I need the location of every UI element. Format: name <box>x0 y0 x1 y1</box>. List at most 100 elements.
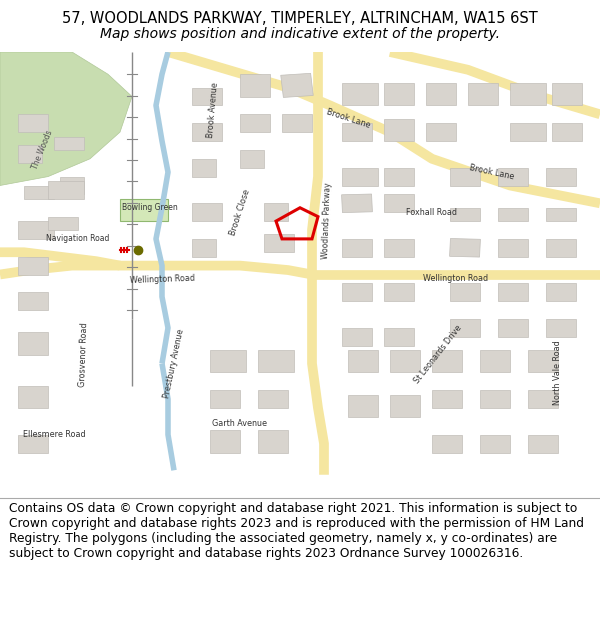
Polygon shape <box>342 168 378 186</box>
Polygon shape <box>552 83 582 106</box>
Polygon shape <box>24 186 54 199</box>
Polygon shape <box>240 74 270 96</box>
Text: Map shows position and indicative extent of the property.: Map shows position and indicative extent… <box>100 26 500 41</box>
Polygon shape <box>264 234 294 253</box>
Polygon shape <box>468 83 498 106</box>
Polygon shape <box>498 283 528 301</box>
Text: Grosvenor Road: Grosvenor Road <box>79 322 89 387</box>
Polygon shape <box>342 123 372 141</box>
Polygon shape <box>390 350 420 372</box>
Polygon shape <box>546 283 576 301</box>
Polygon shape <box>341 194 373 213</box>
Polygon shape <box>498 208 528 221</box>
Polygon shape <box>18 292 48 310</box>
Polygon shape <box>480 435 510 452</box>
Polygon shape <box>18 386 48 408</box>
Text: 57, WOODLANDS PARKWAY, TIMPERLEY, ALTRINCHAM, WA15 6ST: 57, WOODLANDS PARKWAY, TIMPERLEY, ALTRIN… <box>62 11 538 26</box>
Polygon shape <box>348 350 378 372</box>
Polygon shape <box>528 435 558 452</box>
Polygon shape <box>546 168 576 186</box>
Polygon shape <box>528 390 558 408</box>
Polygon shape <box>384 168 414 186</box>
Text: North Vale Road: North Vale Road <box>554 340 563 405</box>
Polygon shape <box>432 435 462 452</box>
Text: Brook Avenue: Brook Avenue <box>206 82 220 138</box>
Polygon shape <box>510 83 546 106</box>
Polygon shape <box>432 350 462 372</box>
Polygon shape <box>210 430 240 452</box>
Polygon shape <box>342 283 372 301</box>
Text: Brook Lane: Brook Lane <box>469 163 515 181</box>
Polygon shape <box>210 390 240 408</box>
Polygon shape <box>546 208 576 221</box>
Polygon shape <box>192 239 216 257</box>
Text: Foxhall Road: Foxhall Road <box>407 208 458 217</box>
Polygon shape <box>264 203 288 221</box>
Polygon shape <box>192 88 222 106</box>
Polygon shape <box>450 208 480 221</box>
Text: Garth Avenue: Garth Avenue <box>212 419 268 428</box>
Polygon shape <box>342 83 378 106</box>
Polygon shape <box>546 319 576 337</box>
Polygon shape <box>342 239 372 257</box>
Polygon shape <box>384 328 414 346</box>
Polygon shape <box>192 159 216 177</box>
Polygon shape <box>384 283 414 301</box>
Polygon shape <box>348 394 378 417</box>
Text: Wellington Road: Wellington Road <box>424 274 488 284</box>
Polygon shape <box>510 123 546 141</box>
Polygon shape <box>546 239 576 257</box>
Polygon shape <box>498 168 528 186</box>
Polygon shape <box>258 350 294 372</box>
Polygon shape <box>120 199 168 221</box>
Text: Brook Lane: Brook Lane <box>325 107 371 130</box>
Polygon shape <box>426 83 456 106</box>
Text: Woodlands Parkway: Woodlands Parkway <box>321 182 333 259</box>
Polygon shape <box>48 181 84 199</box>
Polygon shape <box>450 319 480 337</box>
Polygon shape <box>210 350 246 372</box>
Polygon shape <box>384 239 414 257</box>
Polygon shape <box>426 123 456 141</box>
Polygon shape <box>498 239 528 257</box>
Polygon shape <box>18 435 48 452</box>
Text: Bowling Green: Bowling Green <box>122 203 178 212</box>
Polygon shape <box>192 203 222 221</box>
Polygon shape <box>384 83 414 106</box>
Polygon shape <box>552 123 582 141</box>
Polygon shape <box>498 319 528 337</box>
Polygon shape <box>384 119 414 141</box>
Polygon shape <box>432 390 462 408</box>
Polygon shape <box>282 114 312 132</box>
Polygon shape <box>48 217 78 230</box>
Polygon shape <box>450 283 480 301</box>
Polygon shape <box>258 430 288 452</box>
Polygon shape <box>342 328 372 346</box>
Text: Prestbury Avenue: Prestbury Avenue <box>162 328 186 399</box>
Polygon shape <box>480 390 510 408</box>
Text: St Leonards Drive: St Leonards Drive <box>412 324 464 386</box>
Text: Navigation Road: Navigation Road <box>46 234 110 243</box>
Polygon shape <box>281 73 313 98</box>
Polygon shape <box>18 257 48 274</box>
Polygon shape <box>18 221 54 239</box>
Text: The Woods: The Woods <box>30 129 54 171</box>
Text: Ellesmere Road: Ellesmere Road <box>23 430 85 439</box>
Text: Contains OS data © Crown copyright and database right 2021. This information is : Contains OS data © Crown copyright and d… <box>9 502 584 560</box>
Text: Brook Close: Brook Close <box>229 188 251 236</box>
Polygon shape <box>18 332 48 354</box>
Text: Wellington Road: Wellington Road <box>130 273 194 284</box>
Polygon shape <box>258 390 288 408</box>
Polygon shape <box>390 394 420 417</box>
Polygon shape <box>528 350 558 372</box>
Polygon shape <box>240 114 270 132</box>
Polygon shape <box>480 350 510 372</box>
Polygon shape <box>450 168 480 186</box>
Polygon shape <box>60 177 84 194</box>
Polygon shape <box>18 146 42 163</box>
Polygon shape <box>449 239 481 257</box>
Polygon shape <box>192 123 222 141</box>
Polygon shape <box>18 114 48 132</box>
Polygon shape <box>384 194 414 213</box>
Polygon shape <box>54 136 84 150</box>
